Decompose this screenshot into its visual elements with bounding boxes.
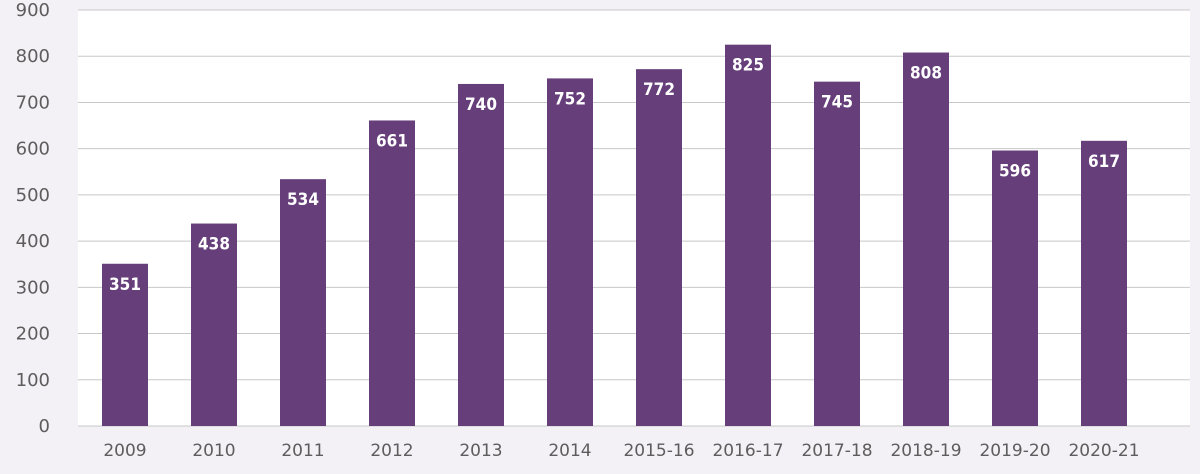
x-tick-label: 2017-18 bbox=[801, 441, 872, 461]
bar bbox=[992, 150, 1038, 426]
bar-value-label: 825 bbox=[732, 56, 764, 76]
y-tick-label: 700 bbox=[16, 92, 50, 113]
x-tick-label: 2020-21 bbox=[1068, 441, 1139, 461]
bar-value-label: 752 bbox=[554, 89, 586, 109]
y-tick-label: 900 bbox=[16, 0, 50, 21]
x-tick-label: 2012 bbox=[370, 441, 413, 461]
bar bbox=[903, 52, 949, 426]
y-tick-label: 800 bbox=[16, 46, 50, 67]
bar-value-label: 351 bbox=[109, 275, 141, 295]
bar-value-label: 661 bbox=[376, 131, 408, 151]
bar-value-label: 596 bbox=[999, 162, 1031, 182]
bar bbox=[636, 69, 682, 427]
bar bbox=[725, 44, 771, 427]
bar-value-label: 772 bbox=[643, 80, 675, 100]
bar bbox=[280, 179, 326, 426]
x-tick-label: 2016-17 bbox=[712, 441, 783, 461]
y-tick-label: 300 bbox=[16, 277, 50, 298]
x-tick-label: 2009 bbox=[103, 441, 146, 461]
bar bbox=[102, 263, 148, 426]
bar bbox=[369, 120, 415, 427]
y-tick-label: 600 bbox=[16, 139, 50, 160]
bar-value-label: 617 bbox=[1088, 152, 1120, 172]
bar-value-label: 745 bbox=[821, 93, 853, 113]
bar bbox=[814, 81, 860, 427]
y-tick-label: 0 bbox=[39, 416, 50, 437]
bar bbox=[547, 78, 593, 427]
x-tick-label: 2018-19 bbox=[890, 441, 961, 461]
y-tick-label: 100 bbox=[16, 370, 50, 391]
x-tick-label: 2014 bbox=[548, 441, 591, 461]
bar-value-label: 808 bbox=[910, 64, 942, 84]
bar bbox=[458, 83, 504, 426]
bar-value-label: 438 bbox=[198, 235, 230, 255]
bar-value-label: 534 bbox=[287, 190, 319, 210]
bar-value-label: 740 bbox=[465, 95, 497, 115]
bar bbox=[191, 223, 237, 426]
x-tick-label: 2013 bbox=[459, 441, 502, 461]
y-tick-label: 200 bbox=[16, 324, 50, 345]
y-tick-label: 500 bbox=[16, 185, 50, 206]
bar bbox=[1081, 140, 1127, 426]
y-tick-label: 400 bbox=[16, 231, 50, 252]
x-tick-label: 2019-20 bbox=[979, 441, 1050, 461]
x-tick-label: 2015-16 bbox=[623, 441, 694, 461]
x-tick-label: 2010 bbox=[192, 441, 235, 461]
x-tick-label: 2011 bbox=[281, 441, 324, 461]
